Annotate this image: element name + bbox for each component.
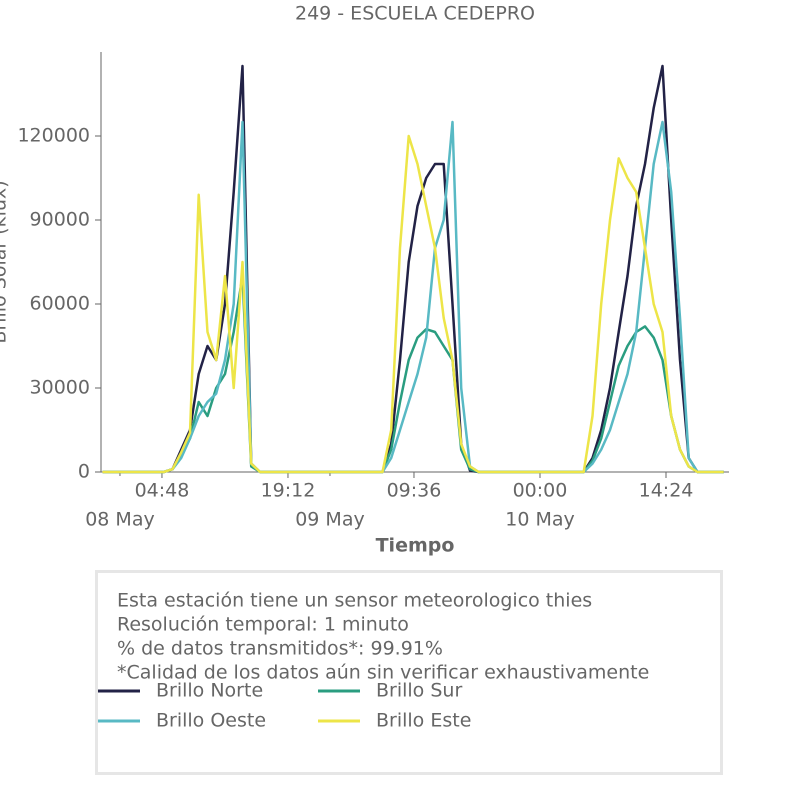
y-tick-label: 90000 bbox=[30, 209, 90, 231]
x-tick-label: 09:36 bbox=[387, 480, 442, 502]
legend-label: Brillo Norte bbox=[156, 680, 263, 702]
chart-title: 249 - ESCUELA CEDEPRO bbox=[295, 3, 535, 25]
info-text: *Calidad de los datos aún sin verificar … bbox=[117, 662, 649, 684]
x-date-label: 08 May bbox=[85, 509, 155, 531]
series-line bbox=[102, 134, 724, 474]
x-tick-label: 00:00 bbox=[513, 480, 568, 502]
y-tick-label: 0 bbox=[78, 461, 90, 483]
series-line bbox=[102, 64, 724, 474]
info-box bbox=[95, 570, 723, 775]
x-date-label: 10 May bbox=[505, 509, 575, 531]
x-tick-label: 19:12 bbox=[261, 480, 316, 502]
x-axis-label: Tiempo bbox=[376, 535, 455, 557]
legend-label: Brillo Este bbox=[376, 710, 471, 732]
y-tick-label: 30000 bbox=[30, 377, 90, 399]
series-line bbox=[102, 274, 724, 474]
info-text: % de datos transmitidos*: 99.91% bbox=[117, 638, 443, 660]
y-axis-label: Brillo Solar (klux) bbox=[0, 180, 11, 343]
y-tick-label: 120000 bbox=[17, 125, 90, 147]
info-text: Esta estación tiene un sensor meteorolog… bbox=[117, 590, 592, 612]
x-tick-label: 04:48 bbox=[135, 480, 190, 502]
x-date-label: 09 May bbox=[295, 509, 365, 531]
x-tick-label: 14:24 bbox=[639, 480, 694, 502]
y-tick-label: 60000 bbox=[30, 293, 90, 315]
info-text: Resolución temporal: 1 minuto bbox=[117, 614, 409, 636]
legend-label: Brillo Oeste bbox=[156, 710, 266, 732]
legend-label: Brillo Sur bbox=[376, 680, 462, 702]
series-line bbox=[102, 120, 724, 474]
